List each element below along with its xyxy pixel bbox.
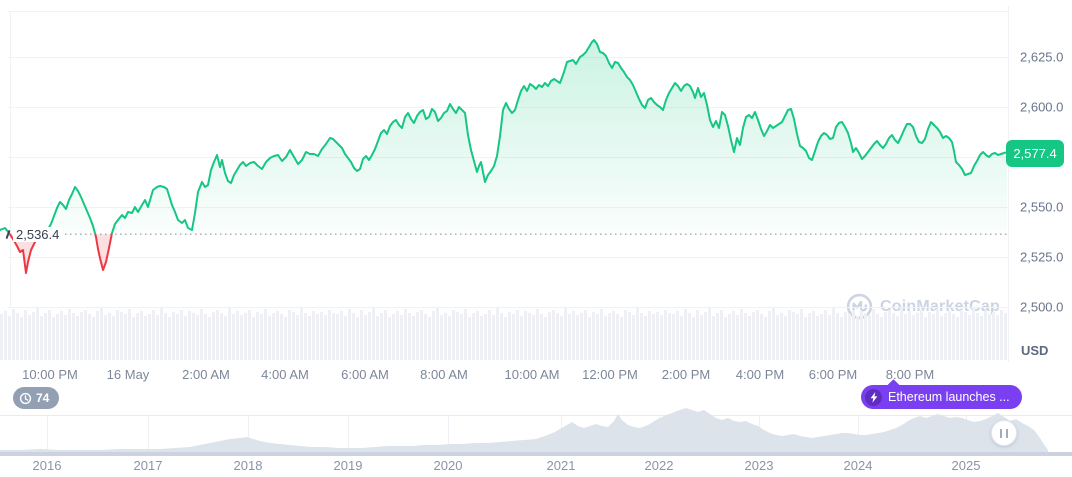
x-axis-time-label: 6:00 AM [341, 367, 389, 382]
navigator-year-label: 2025 [951, 458, 981, 473]
history-clock-icon [19, 392, 32, 404]
y-axis-tick-label: 2,500.0 [1020, 299, 1064, 315]
watermark-text: CoinMarketCap [880, 297, 1000, 315]
x-axis-time-label: 10:00 PM [22, 367, 78, 382]
y-axis-tick-label: 2,550.0 [1020, 199, 1064, 215]
navigator-year-label: 2018 [233, 458, 263, 473]
navigator-year-label: 2022 [644, 458, 674, 473]
current-price-badge: 2,577.4 [1006, 140, 1064, 167]
navigator-year-label: 2023 [744, 458, 774, 473]
navigator-year-label: 2021 [546, 458, 576, 473]
y-axis-unit-label: USD [1021, 343, 1049, 358]
y-axis-tick-label: 2,600.0 [1020, 99, 1064, 115]
lightning-bolt-icon [865, 388, 882, 406]
navigator-year-label: 2016 [32, 458, 62, 473]
x-axis-time-label: 4:00 PM [735, 367, 785, 382]
x-axis-time-label: 2:00 PM [661, 367, 711, 382]
annotation-count-label: 74 [36, 391, 50, 405]
event-badge-label: Ethereum launches ... [888, 390, 1010, 404]
x-axis-time-label: 8:00 PM [885, 367, 935, 382]
coinmarketcap-watermark: CoinMarketCap [846, 293, 1000, 320]
event-badge[interactable]: Ethereum launches ... [861, 379, 1022, 409]
y-axis-tick-label: 2,525.0 [1020, 249, 1064, 265]
annotation-count-badge[interactable]: 74 [13, 387, 60, 409]
navigator-year-label: 2017 [133, 458, 163, 473]
navigator-drag-handle[interactable] [991, 420, 1017, 446]
y-axis-tick-label: 2,625.0 [1020, 49, 1064, 65]
x-axis-time-label: 8:00 AM [420, 367, 468, 382]
navigator-year-label: 2020 [433, 458, 463, 473]
navigator-year-label: 2024 [843, 458, 873, 473]
navigator-year-label: 2019 [333, 458, 363, 473]
x-axis-time-label: 6:00 PM [808, 367, 858, 382]
x-axis-time-label: 16 May [106, 367, 150, 382]
open-price-label: 2,536.4 [13, 227, 63, 242]
x-axis-time-label: 12:00 PM [582, 367, 638, 382]
x-axis-time-label: 2:00 AM [182, 367, 230, 382]
x-axis-time-label: 4:00 AM [261, 367, 309, 382]
x-axis-time-label: 10:00 AM [504, 367, 560, 382]
